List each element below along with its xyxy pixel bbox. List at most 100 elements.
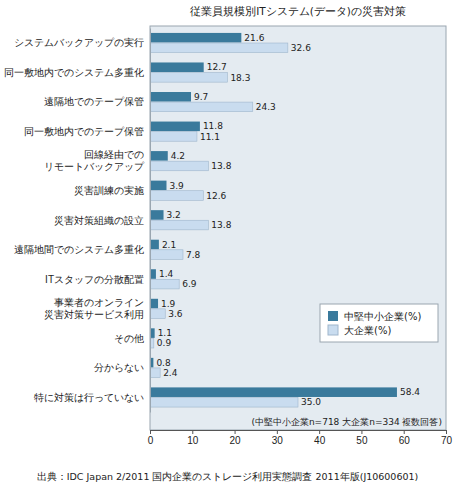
bar [150, 181, 166, 191]
note: (中堅中小企業n=718 大企業n=334 複数回答) [251, 417, 442, 427]
tick-mark [235, 430, 236, 434]
category-label-line: リモートバックアップ [44, 161, 145, 172]
tick-label: 0 [148, 435, 154, 446]
tick: 回線経由でのリモートバックアップ [44, 149, 150, 172]
tick: 50 [356, 430, 368, 446]
category-label: 遠隔地でのテープ保管 [44, 96, 144, 107]
legend-swatch [328, 325, 338, 335]
bar [150, 368, 160, 378]
category-label: 分からない [94, 362, 144, 373]
tick-label: 70 [441, 435, 453, 446]
tick: 災害訓練の実施 [74, 185, 150, 196]
data-label: 11.1 [200, 132, 220, 142]
bar [150, 387, 397, 397]
category-label-line: 回線経由での [84, 149, 144, 160]
tick: その他 [114, 333, 150, 344]
bar [150, 279, 179, 289]
tick: 10 [187, 430, 199, 446]
tick-label: 40 [314, 435, 326, 446]
category-label: ITスタッフの分散配置 [45, 274, 144, 285]
bar [150, 122, 200, 132]
category-label-line: 災害対策サービス利用 [44, 309, 144, 320]
tick-label: 30 [272, 435, 284, 446]
category-label-line: 災害対策組織の設立 [54, 215, 144, 226]
category-label-line: ITスタッフの分散配置 [45, 274, 144, 285]
bar [150, 73, 227, 83]
tick: 同一敷地内でのテープ保管 [24, 126, 150, 137]
data-label: 3.6 [168, 309, 183, 319]
category-label-line: 同一敷地内でのシステム多重化 [4, 67, 144, 78]
legend: 中堅中小企業(%) 大企業(%) [320, 304, 438, 342]
bar [150, 309, 165, 319]
y-axis: システムバックアップの実行同一敷地内でのシステム多重化遠隔地でのテープ保管同一敷… [4, 29, 151, 413]
tick: 遠隔地でのテープ保管 [44, 96, 150, 107]
tick: システムバックアップの実行 [14, 37, 150, 48]
data-label: 9.7 [194, 92, 208, 102]
data-label: 18.3 [230, 73, 250, 83]
category-label: 特に対策は行っていない [34, 392, 144, 403]
data-label: 13.8 [211, 161, 231, 171]
axis-line [151, 431, 447, 435]
bar [150, 250, 183, 260]
data-label: 6.9 [182, 279, 197, 289]
tick: 20 [230, 430, 242, 446]
tick-mark [192, 430, 193, 434]
category-label-line: システムバックアップの実行 [14, 37, 144, 48]
bar [150, 33, 241, 43]
data-label: 3.9 [169, 181, 184, 191]
legend-swatch [328, 311, 338, 321]
legend-label: 中堅中小企業(%) [344, 311, 421, 322]
tick: 70 [441, 430, 453, 446]
data-label: 1.4 [159, 269, 174, 279]
data-label: 11.8 [203, 121, 223, 131]
data-label: 1.9 [161, 299, 176, 309]
axis-line [150, 29, 151, 413]
tick-mark [150, 430, 151, 434]
data-label: 3.2 [167, 210, 181, 220]
category-label: 災害訓練の実施 [74, 185, 144, 196]
bar [150, 161, 208, 171]
category-label-line: 同一敷地内でのテープ保管 [24, 126, 144, 137]
category-label: 遠隔地間でのシステム多重化 [14, 244, 144, 255]
category-label: 同一敷地内でのテープ保管 [24, 126, 144, 137]
bar [150, 151, 168, 161]
plot-area [150, 26, 446, 430]
tick-label: 50 [356, 435, 368, 446]
x-axis: 0 10 20 30 40 50 60 70 [148, 430, 453, 446]
tick: 0 [148, 430, 154, 446]
bar [150, 240, 159, 250]
legend-label: 大企業(%) [344, 325, 391, 336]
data-label: 2.4 [163, 368, 178, 378]
bar [150, 397, 298, 407]
tick: 同一敷地内でのシステム多重化 [4, 67, 150, 78]
data-label: 4.2 [171, 151, 185, 161]
bar [150, 220, 208, 230]
bar [150, 191, 203, 201]
data-label: 32.6 [291, 43, 311, 53]
tick-mark [361, 430, 362, 434]
bar [150, 62, 204, 72]
category-label: 同一敷地内でのシステム多重化 [4, 67, 144, 78]
category-label-line: 事業者のオンライン [54, 297, 144, 308]
tick: 事業者のオンライン災害対策サービス利用 [44, 297, 150, 320]
bars [150, 33, 397, 407]
data-label: 7.8 [186, 250, 201, 260]
category-label: その他 [114, 333, 144, 344]
category-label-line: その他 [114, 333, 144, 344]
data-label: 0.8 [156, 358, 171, 368]
tick-mark [404, 430, 405, 434]
category-label: システムバックアップの実行 [14, 37, 144, 48]
data-label: 35.0 [301, 397, 321, 407]
tick-label: 60 [399, 435, 411, 446]
bar [150, 299, 158, 309]
tick: ITスタッフの分散配置 [45, 274, 150, 285]
tick-label: 20 [230, 435, 242, 446]
data-label: 21.6 [244, 33, 264, 43]
bar [150, 92, 191, 102]
bar [150, 102, 253, 112]
category-label-line: 遠隔地間でのシステム多重化 [14, 244, 144, 255]
category-label-line: 特に対策は行っていない [34, 392, 144, 403]
chart: 従業員規模別ITシステム(データ)の災害対策21.612.79.711.84.2… [0, 0, 455, 490]
bar [150, 132, 197, 142]
category-label-line: 遠隔地でのテープ保管 [44, 96, 144, 107]
